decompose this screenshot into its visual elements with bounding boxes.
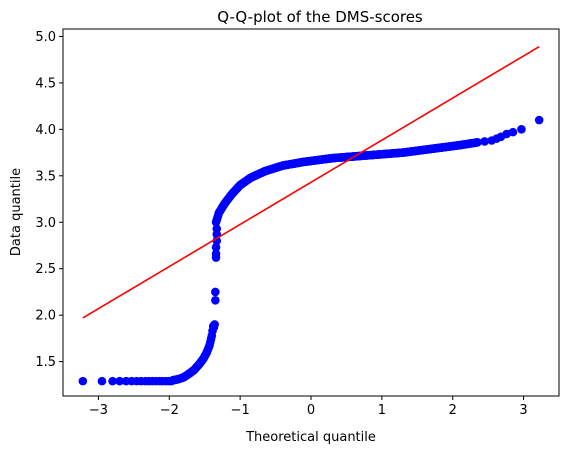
x-tick-label: −3	[89, 403, 108, 418]
data-point	[115, 376, 124, 386]
x-tick-label: 0	[307, 403, 315, 418]
data-point	[480, 137, 489, 146]
data-point	[78, 376, 88, 386]
data-point	[517, 125, 526, 134]
y-tick-label: 3.0	[35, 216, 56, 231]
y-tick-label: 2.5	[35, 262, 56, 277]
data-point	[508, 127, 518, 137]
x-tick-label: −2	[160, 403, 179, 418]
y-tick-label: 3.5	[35, 169, 56, 184]
chart-title: Q-Q-plot of the DMS-scores	[217, 8, 423, 26]
y-tick-label: 4.5	[35, 76, 56, 91]
data-point	[534, 115, 544, 125]
x-tick-label: −1	[231, 403, 250, 418]
data-point	[211, 249, 221, 259]
data-point	[211, 296, 220, 305]
plot-frame	[62, 28, 560, 397]
data-point	[167, 376, 176, 386]
y-tick-label: 2.0	[35, 309, 56, 324]
x-axis-ticks: −3 −2 −1 0 1 2 3	[89, 396, 528, 418]
data-point	[210, 320, 219, 329]
x-tick-label: 2	[449, 403, 457, 418]
y-axis-ticks: 1.5 2.0 2.5 3.0 3.5 4.0 4.5 5.0	[35, 30, 63, 370]
data-point	[211, 287, 220, 297]
y-tick-label: 5.0	[35, 30, 56, 45]
data-point	[211, 243, 221, 252]
y-tick-label: 1.5	[35, 355, 56, 370]
data-points	[78, 115, 544, 386]
data-point	[212, 224, 222, 234]
reference-line	[82, 45, 540, 319]
reference-line-layer	[82, 45, 540, 319]
x-axis-label: Theoretical quantile	[245, 430, 376, 445]
data-point	[473, 138, 482, 147]
data-point	[97, 376, 107, 386]
y-axis-label: Data quantile	[9, 168, 24, 256]
x-tick-label: 3	[519, 403, 527, 418]
x-tick-label: 1	[378, 403, 386, 418]
y-tick-label: 4.0	[35, 123, 56, 138]
data-point	[108, 376, 117, 386]
